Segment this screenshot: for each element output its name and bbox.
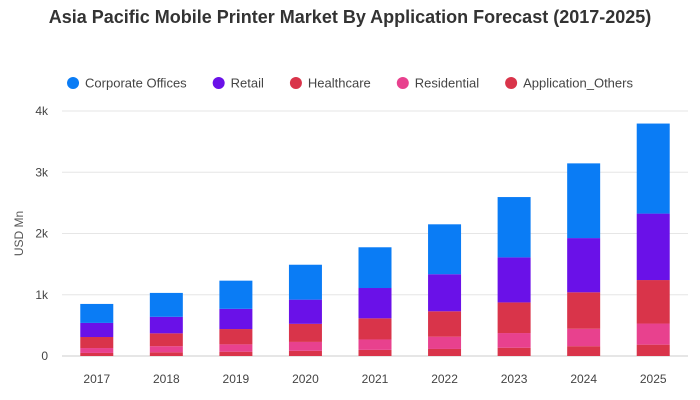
bar-corporate-offices-2022 (428, 224, 462, 275)
x-tick-label: 2017 (83, 372, 110, 386)
bar-retail-2019 (219, 308, 253, 330)
bar-residential-2020 (288, 341, 322, 351)
bar-residential-2018 (149, 346, 183, 353)
bar-corporate-offices-2020 (288, 264, 322, 300)
bar-corporate-offices-2018 (149, 292, 183, 317)
legend-label-healthcare[interactable]: Healthcare (308, 76, 371, 91)
bar-application-others-2021 (358, 349, 392, 356)
bar-corporate-offices-2024 (567, 163, 601, 239)
bar-retail-2021 (358, 288, 392, 319)
x-tick-label: 2019 (223, 372, 250, 386)
bar-application-others-2019 (219, 351, 253, 356)
bar-retail-2024 (567, 238, 601, 293)
bar-application-others-2020 (288, 350, 322, 356)
bar-application-others-2025 (636, 344, 670, 356)
bar-application-others-2017 (80, 352, 114, 356)
x-tick-label: 2024 (570, 372, 597, 386)
y-axis-title: USD Mn (12, 211, 26, 256)
legend-marker-application-others[interactable] (505, 77, 518, 89)
bar-residential-2017 (80, 348, 114, 353)
bar-retail-2018 (149, 316, 183, 334)
bar-application-others-2022 (428, 348, 462, 356)
x-tick-label: 2021 (362, 372, 389, 386)
x-tick-label: 2023 (501, 372, 528, 386)
bar-retail-2025 (636, 213, 670, 281)
bar-retail-2022 (428, 274, 462, 312)
legend-label-residential[interactable]: Residential (415, 76, 479, 91)
x-tick-label: 2018 (153, 372, 180, 386)
bar-residential-2021 (358, 339, 392, 350)
bar-healthcare-2025 (636, 280, 670, 324)
x-tick-label: 2022 (431, 372, 458, 386)
chart-title: Asia Pacific Mobile Printer Market By Ap… (48, 7, 652, 27)
bar-healthcare-2024 (567, 292, 601, 329)
bar-corporate-offices-2025 (636, 123, 670, 214)
bar-healthcare-2021 (358, 318, 392, 340)
bar-corporate-offices-2021 (358, 247, 392, 289)
bar-healthcare-2022 (428, 311, 462, 337)
legend-label-application-others[interactable]: Application_Others (523, 76, 633, 91)
bar-residential-2019 (219, 344, 253, 352)
legend-marker-retail[interactable] (212, 77, 225, 89)
legend-marker-residential[interactable] (396, 77, 409, 89)
y-tick-label: 0 (41, 349, 48, 363)
bar-healthcare-2019 (219, 329, 253, 345)
bar-healthcare-2017 (80, 337, 114, 349)
y-tick-label: 2k (35, 227, 49, 241)
legend-label-corporate-offices[interactable]: Corporate Offices (85, 76, 187, 91)
bar-corporate-offices-2023 (497, 197, 531, 258)
bar-healthcare-2018 (149, 333, 183, 347)
bar-retail-2020 (288, 299, 322, 324)
x-tick-label: 2020 (292, 372, 319, 386)
bar-application-others-2018 (149, 352, 183, 356)
y-tick-label: 1k (35, 288, 49, 302)
y-tick-label: 3k (35, 165, 49, 179)
legend-marker-corporate-offices[interactable] (67, 77, 80, 89)
bar-application-others-2023 (497, 347, 531, 356)
legend-marker-healthcare[interactable] (289, 77, 302, 89)
bar-healthcare-2020 (288, 323, 322, 342)
bar-retail-2023 (497, 257, 531, 303)
bar-application-others-2024 (567, 346, 601, 356)
x-tick-label: 2025 (640, 372, 667, 386)
bar-residential-2023 (497, 333, 531, 348)
bar-healthcare-2023 (497, 302, 531, 334)
bar-residential-2025 (636, 323, 670, 345)
bar-residential-2024 (567, 328, 601, 347)
bar-corporate-offices-2017 (80, 303, 114, 323)
bar-residential-2022 (428, 336, 462, 349)
legend-label-retail[interactable]: Retail (231, 76, 264, 91)
y-tick-label: 4k (35, 104, 49, 118)
bar-retail-2017 (80, 322, 114, 338)
bar-corporate-offices-2019 (219, 280, 253, 309)
